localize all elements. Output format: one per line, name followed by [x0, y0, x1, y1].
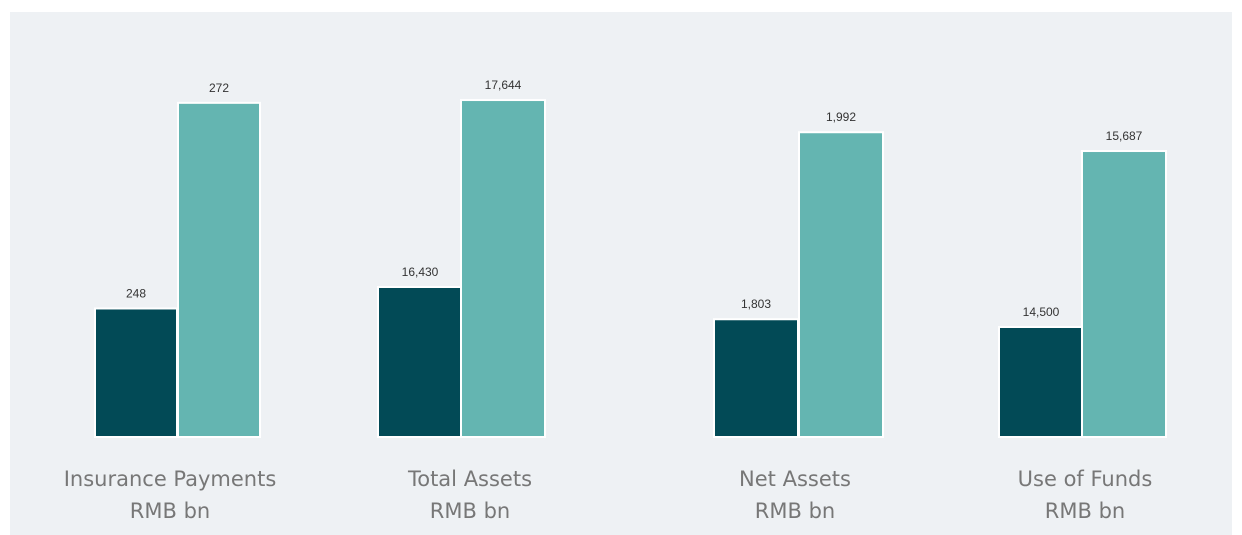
- bar: [998, 325, 1084, 438]
- bar: [94, 307, 178, 438]
- group-subtitle: RMB bn: [1045, 499, 1125, 523]
- group-title: Insurance Payments: [64, 467, 277, 491]
- value-label: 1,803: [741, 297, 771, 311]
- value-label: 16,430: [402, 265, 439, 279]
- value-label: 272: [209, 81, 229, 95]
- value-label: 15,687: [1106, 129, 1143, 143]
- group-subtitle: RMB bn: [755, 499, 835, 523]
- group-subtitle: RMB bn: [130, 499, 210, 523]
- bar: [798, 131, 884, 439]
- group-title: Total Assets: [407, 467, 532, 491]
- group-title: Use of Funds: [1018, 467, 1153, 491]
- bar: [713, 318, 799, 438]
- bar: [460, 99, 546, 438]
- group-title: Net Assets: [739, 467, 851, 491]
- bar: [377, 286, 463, 438]
- bar: [1081, 150, 1167, 438]
- value-label: 17,644: [485, 78, 522, 92]
- value-label: 248: [126, 286, 146, 300]
- group-subtitle: RMB bn: [430, 499, 510, 523]
- bar: [177, 101, 261, 438]
- value-label: 1,992: [826, 110, 856, 124]
- value-label: 14,500: [1023, 305, 1060, 319]
